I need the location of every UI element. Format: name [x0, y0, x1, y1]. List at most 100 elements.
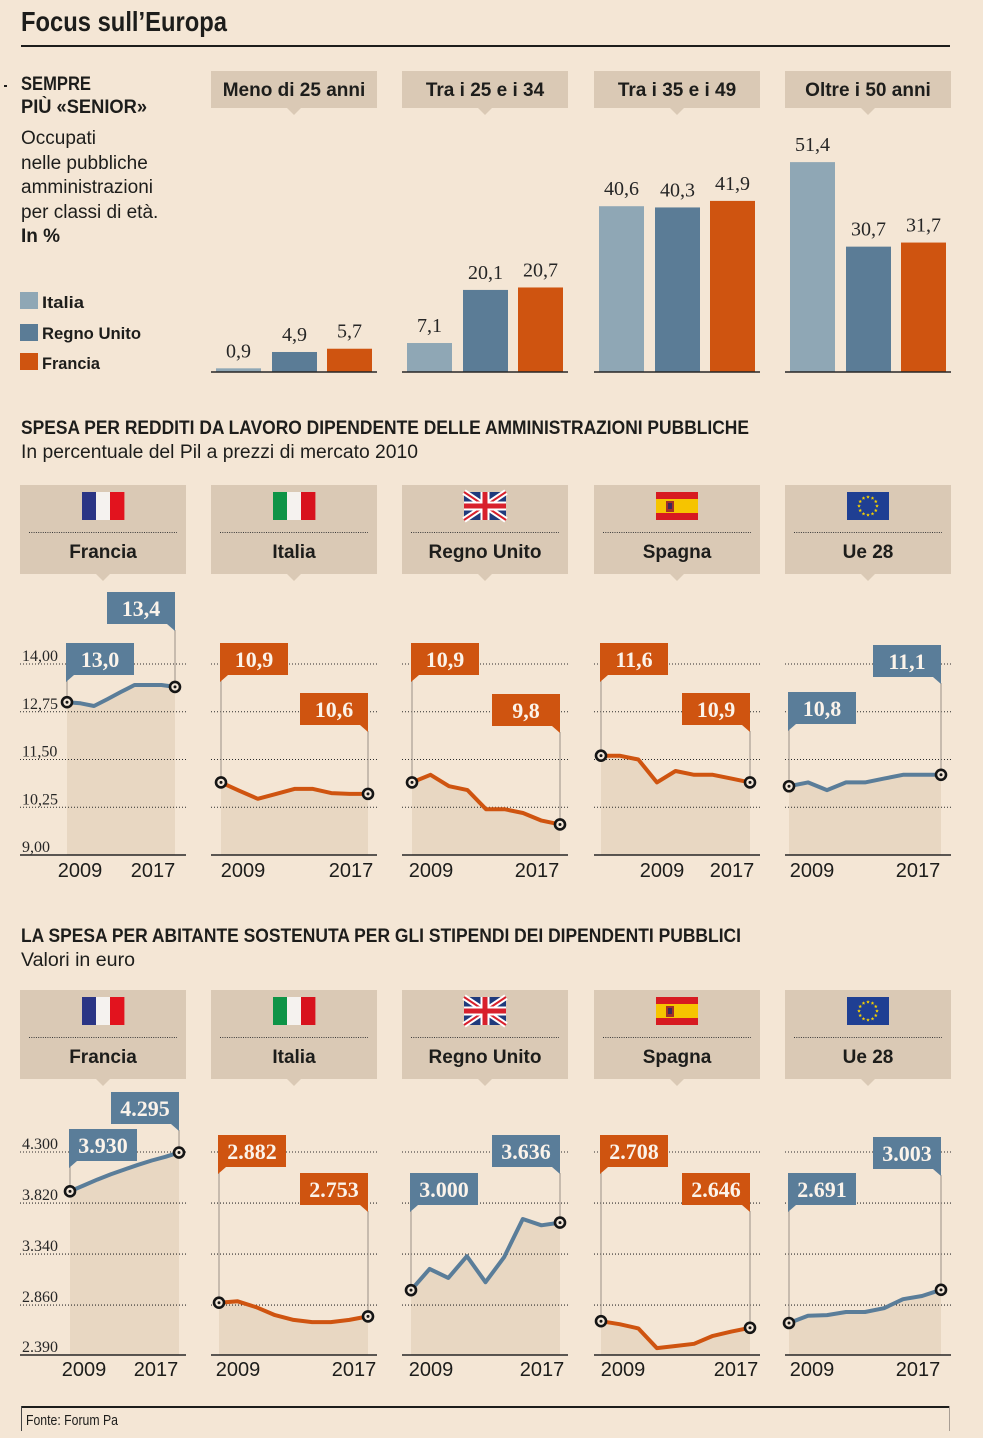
flag-uk-icon [462, 994, 508, 1028]
bar-value-label: 20,1 [468, 262, 503, 284]
section1-heading-line2: PIÙ «SENIOR» [21, 97, 147, 118]
area-fill [219, 1301, 368, 1355]
source-left-rule [21, 1406, 22, 1431]
callout-tail [411, 675, 419, 682]
data-line [65, 683, 177, 708]
x-tick-label: 2017 [131, 860, 176, 882]
x-tick-label: 2017 [134, 1359, 179, 1381]
x-tick-label: 2017 [332, 1359, 377, 1381]
header-pointer [287, 1079, 301, 1086]
start-value-label: 2.708 [609, 1139, 659, 1164]
area-fill [70, 1152, 179, 1355]
age-group-label: Tra i 25 e i 34 [426, 80, 545, 101]
data-line [409, 1217, 562, 1293]
section3-heading: LA SPESA PER ABITANTE SOSTENUTA PER GLI … [21, 926, 741, 947]
marker-center-dot [410, 780, 414, 784]
x-tick-label: 2009 [790, 1359, 835, 1381]
flag-star [861, 1016, 866, 1021]
marker-center-dot [366, 792, 370, 796]
callout-tail [552, 726, 560, 733]
end-value-label: 13,4 [122, 596, 161, 621]
start-value-label: 3.930 [78, 1133, 128, 1158]
marker-center-dot [217, 1301, 221, 1305]
country-panel: Regno Unito 3.000 3.636 2009 2017 [402, 990, 568, 1381]
bar-group: Oltre i 50 anni 51,4 30,7 31,7 [785, 71, 951, 373]
callout-tail [360, 1205, 368, 1212]
data-line [68, 1150, 181, 1194]
header-pointer [861, 1079, 875, 1086]
end-value-label: 4.295 [120, 1096, 170, 1121]
flag-star [875, 1009, 879, 1013]
bar [327, 348, 372, 372]
marker-center-dot [173, 685, 177, 689]
callout-tail [933, 1169, 941, 1176]
section2-subtitle: In percentuale del Pil a prezzi di merca… [21, 442, 418, 463]
x-tick-label: 2017 [329, 860, 374, 882]
header-pointer [96, 574, 110, 581]
flag-stripe [301, 492, 316, 520]
bar-value-label: 40,6 [604, 178, 639, 200]
country-name: Ue 28 [843, 1047, 894, 1068]
bar-value-label: 5,7 [337, 321, 362, 343]
bar-chart: Meno di 25 anni 0,9 4,9 5,7 Tra i 25 e i 34 7… [211, 71, 951, 373]
flag-star [870, 1001, 875, 1005]
y-tick-label: 2.860 [22, 1289, 58, 1306]
flag-star [870, 496, 875, 500]
bar [655, 207, 700, 372]
y-tick-label: 11,50 [22, 744, 57, 761]
x-tick-label: 2017 [896, 860, 941, 882]
country-name: Italia [272, 542, 316, 563]
age-group-header [211, 71, 377, 108]
end-value-label: 10,6 [315, 697, 354, 722]
country-panel: Ue 28 10,8 11,1 2009 2017 [782, 485, 951, 882]
flag-star [861, 1001, 866, 1005]
section1-description-line: amministrazioni [21, 177, 153, 198]
country-panel: Francia 14,00 12,75 11,50 10,25 9,00 13,0 13,4 2… [20, 485, 186, 882]
flag-coat-detail [668, 503, 672, 509]
bar [518, 287, 563, 372]
callout-tail [171, 1124, 179, 1131]
end-value-callout [300, 1173, 368, 1205]
end-value-callout [682, 693, 750, 725]
x-tick-label: 2009 [409, 1359, 454, 1381]
bar [846, 246, 891, 372]
area-fill [412, 774, 560, 855]
callout-tail [742, 725, 750, 732]
flag-stripe [82, 492, 97, 520]
marker-center-dot [558, 1221, 562, 1225]
y-tick-label: 14,00 [22, 648, 58, 665]
data-line [599, 1319, 752, 1351]
flag-spain-icon [656, 492, 698, 520]
marker-center-dot [787, 1321, 791, 1325]
marker-center-dot [558, 822, 562, 826]
age-group-label: Oltre i 50 anni [805, 80, 931, 101]
marker-center-dot [68, 1189, 72, 1193]
data-line [787, 1287, 943, 1325]
age-group-label: Meno di 25 anni [223, 80, 366, 101]
source-top-rule [21, 1406, 950, 1408]
end-value-label: 11,1 [888, 649, 925, 674]
flag-cross-red [464, 1008, 506, 1014]
flag-star [866, 495, 870, 499]
flag-stripe [287, 492, 302, 520]
x-tick-label: 2009 [409, 860, 454, 882]
start-value-callout [411, 643, 479, 675]
callout-tail [933, 677, 941, 684]
marker-center-dot [939, 1288, 943, 1292]
flag-stripe [110, 492, 125, 520]
header-pointer [670, 1079, 684, 1086]
flag-star [858, 508, 863, 513]
header-pointer [96, 1079, 110, 1086]
marker-center-dot [409, 1288, 413, 1292]
end-value-callout [107, 592, 175, 624]
y-tick-label: 12,75 [22, 696, 58, 713]
country-name: Spagna [643, 1047, 712, 1068]
start-value-callout [410, 1173, 478, 1205]
header-pointer [478, 1079, 492, 1086]
bar-value-label: 30,7 [851, 219, 886, 241]
header-pointer [861, 574, 875, 581]
bar [463, 289, 508, 372]
area-fill [411, 1219, 560, 1355]
age-group-header [402, 71, 568, 108]
